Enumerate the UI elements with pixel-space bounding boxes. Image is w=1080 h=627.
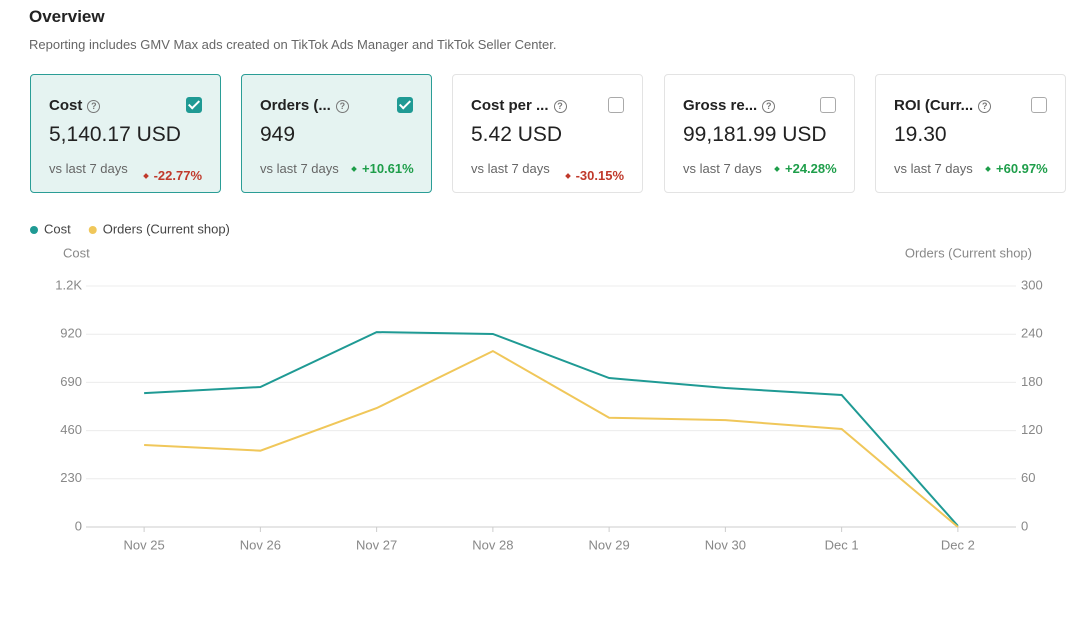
change-value: -22.77% <box>144 168 202 183</box>
checkbox[interactable] <box>820 97 836 113</box>
y-tick-label: 0 <box>75 518 82 533</box>
x-tick-label: Nov 26 <box>240 537 281 552</box>
y-tick-label: 1.2K <box>55 277 82 292</box>
legend-label: Orders (Current shop) <box>103 221 230 236</box>
y2-axis-title: Orders (Current shop) <box>905 245 1032 260</box>
legend-marker <box>88 226 97 234</box>
change-value: +60.97% <box>986 159 1048 179</box>
metric-label: ROI (Curr...? <box>894 97 992 114</box>
checkbox[interactable] <box>608 97 624 113</box>
x-tick-label: Nov 30 <box>705 537 746 552</box>
help-icon: ? <box>335 100 349 113</box>
change-value: -30.15% <box>566 168 624 183</box>
x-tick-label: Nov 25 <box>124 537 165 552</box>
page-title: Overview <box>29 7 105 26</box>
y2-tick-label: 300 <box>1021 277 1043 292</box>
page-subtitle: Reporting includes GMV Max ads created o… <box>29 37 557 52</box>
y-tick-label: 460 <box>60 422 82 437</box>
series-line <box>144 331 959 527</box>
metric-value: 5.42 USD <box>471 123 563 146</box>
help-icon: ? <box>978 100 992 113</box>
y2-tick-label: 120 <box>1021 422 1043 437</box>
compare-label: vs last 7 days <box>49 161 128 176</box>
change-value: +10.61% <box>352 159 414 179</box>
metric-card[interactable]: ROI (Curr...? 19.30 vs last 7 days +60.97% <box>875 74 1066 193</box>
compare-label: vs last 7 days <box>683 161 762 176</box>
metric-label: Gross re...? <box>683 97 776 114</box>
x-tick-label: Nov 28 <box>472 537 513 552</box>
metric-value: 99,181.99 USD <box>683 123 827 146</box>
metric-value: 949 <box>260 123 296 146</box>
y2-tick-label: 180 <box>1021 374 1043 389</box>
metric-card[interactable]: Cost per ...? 5.42 USD vs last 7 days -30.1… <box>452 74 643 193</box>
change-value: +24.28% <box>775 159 837 179</box>
compare-label: vs last 7 days <box>260 161 339 176</box>
help-icon: ? <box>87 100 101 113</box>
x-tick-label: Nov 29 <box>589 537 630 552</box>
x-tick-label: Dec 1 <box>825 537 859 552</box>
metric-card[interactable]: Cost? 5,140.17 USD vs last 7 days -22.77% <box>30 74 221 193</box>
y-tick-label: 690 <box>60 374 82 389</box>
metric-label: Cost? <box>49 97 101 114</box>
compare-label: vs last 7 days <box>471 161 550 176</box>
metric-card[interactable]: Orders (...? 949 vs last 7 days +10.61% <box>241 74 432 193</box>
x-tick-label: Nov 27 <box>356 537 397 552</box>
checkbox[interactable] <box>1031 97 1047 113</box>
y-tick-label: 920 <box>60 326 82 341</box>
y2-tick-label: 240 <box>1021 326 1043 341</box>
help-icon: ? <box>762 100 776 113</box>
y-axis-title: Cost <box>63 245 90 260</box>
metric-label: Cost per ...? <box>471 97 567 114</box>
y-tick-label: 230 <box>60 470 82 485</box>
x-tick-label: Dec 2 <box>941 537 975 552</box>
y2-tick-label: 60 <box>1021 470 1035 485</box>
compare-label: vs last 7 days <box>894 161 973 176</box>
help-icon: ? <box>553 100 567 113</box>
y2-tick-label: 0 <box>1021 518 1028 533</box>
legend-label: Cost <box>44 221 71 236</box>
metric-value: 19.30 <box>894 123 947 146</box>
checkbox[interactable] <box>397 97 413 113</box>
metric-card[interactable]: Gross re...? 99,181.99 USD vs last 7 days +… <box>664 74 855 193</box>
series-line <box>144 349 959 528</box>
legend-marker <box>30 226 38 234</box>
metric-label: Orders (...? <box>260 97 349 114</box>
metric-value: 5,140.17 USD <box>49 123 181 146</box>
checkbox[interactable] <box>186 97 202 113</box>
